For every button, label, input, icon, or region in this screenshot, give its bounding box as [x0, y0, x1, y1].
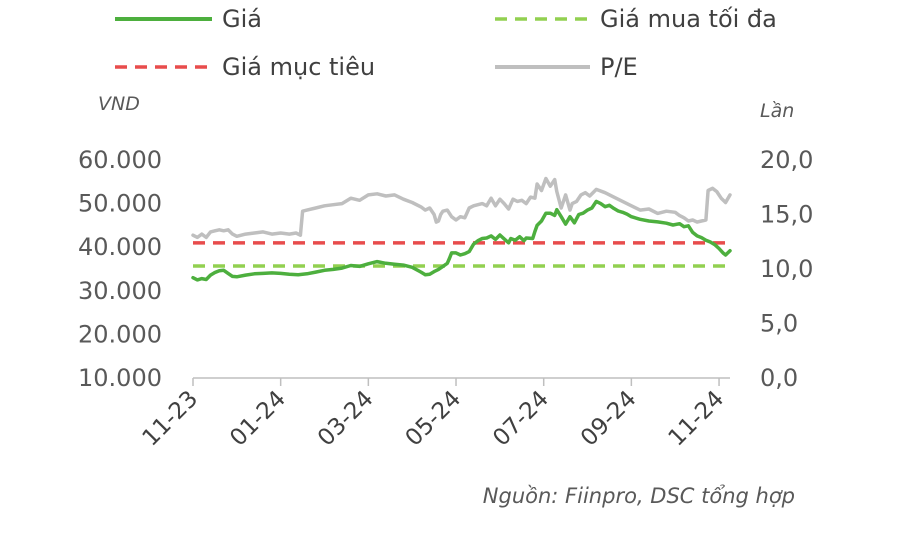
y-left-tick-label: 50.000 [78, 190, 162, 218]
legend: Giá Giá mua tối đa Giá mục tiêu P/E [115, 5, 777, 81]
x-tick-label: 03-24 [313, 386, 379, 452]
pe-series-line [191, 176, 732, 240]
series-lines [191, 176, 732, 282]
x-axis [192, 377, 730, 386]
legend-label-target: Giá mục tiêu [222, 53, 375, 81]
legend-label-max-buy: Giá mua tối đa [600, 5, 777, 33]
legend-item-price: Giá [115, 5, 262, 33]
price-series-line [191, 199, 732, 282]
legend-label-price: Giá [222, 5, 262, 33]
legend-item-pe: P/E [495, 53, 638, 81]
y-left-tick-label: 20.000 [78, 320, 162, 348]
y-left-tick-label: 30.000 [78, 277, 162, 305]
y-right-tick-label: 20,0 [760, 146, 813, 174]
y-right-tick-label: 10,0 [760, 255, 813, 283]
y-left-unit: VND [98, 93, 140, 115]
x-tick-label: 09-24 [576, 386, 642, 452]
x-tick-label: 01-24 [225, 386, 291, 452]
legend-item-max-buy: Giá mua tối đa [495, 5, 777, 33]
y-left-tick-label: 40.000 [78, 233, 162, 261]
y-left-tick-labels: 60.000 50.000 40.000 30.000 20.000 10.000 [78, 146, 162, 392]
y-right-tick-labels: 20,0 15,0 10,0 5,0 0,0 [760, 146, 813, 392]
source-note: Nguồn: Fiinpro, DSC tổng hợp [483, 484, 795, 508]
x-tick-label: 05-24 [401, 386, 467, 452]
y-right-tick-label: 15,0 [760, 201, 813, 229]
y-right-tick-label: 5,0 [760, 310, 798, 338]
y-left-tick-label: 10.000 [78, 364, 162, 392]
x-tick-label: 11-24 [664, 386, 730, 452]
y-right-tick-label: 0,0 [760, 364, 798, 392]
legend-label-pe: P/E [600, 53, 638, 81]
y-left-tick-label: 60.000 [78, 146, 162, 174]
x-tick-labels: 11-23 01-24 03-24 05-24 07-24 09-24 11-24 [138, 386, 730, 452]
reference-lines [193, 241, 730, 268]
x-tick-label: 11-23 [138, 386, 204, 452]
legend-item-target: Giá mục tiêu [115, 53, 375, 81]
y-right-unit: Lần [760, 100, 794, 122]
x-tick-label: 07-24 [488, 386, 554, 452]
